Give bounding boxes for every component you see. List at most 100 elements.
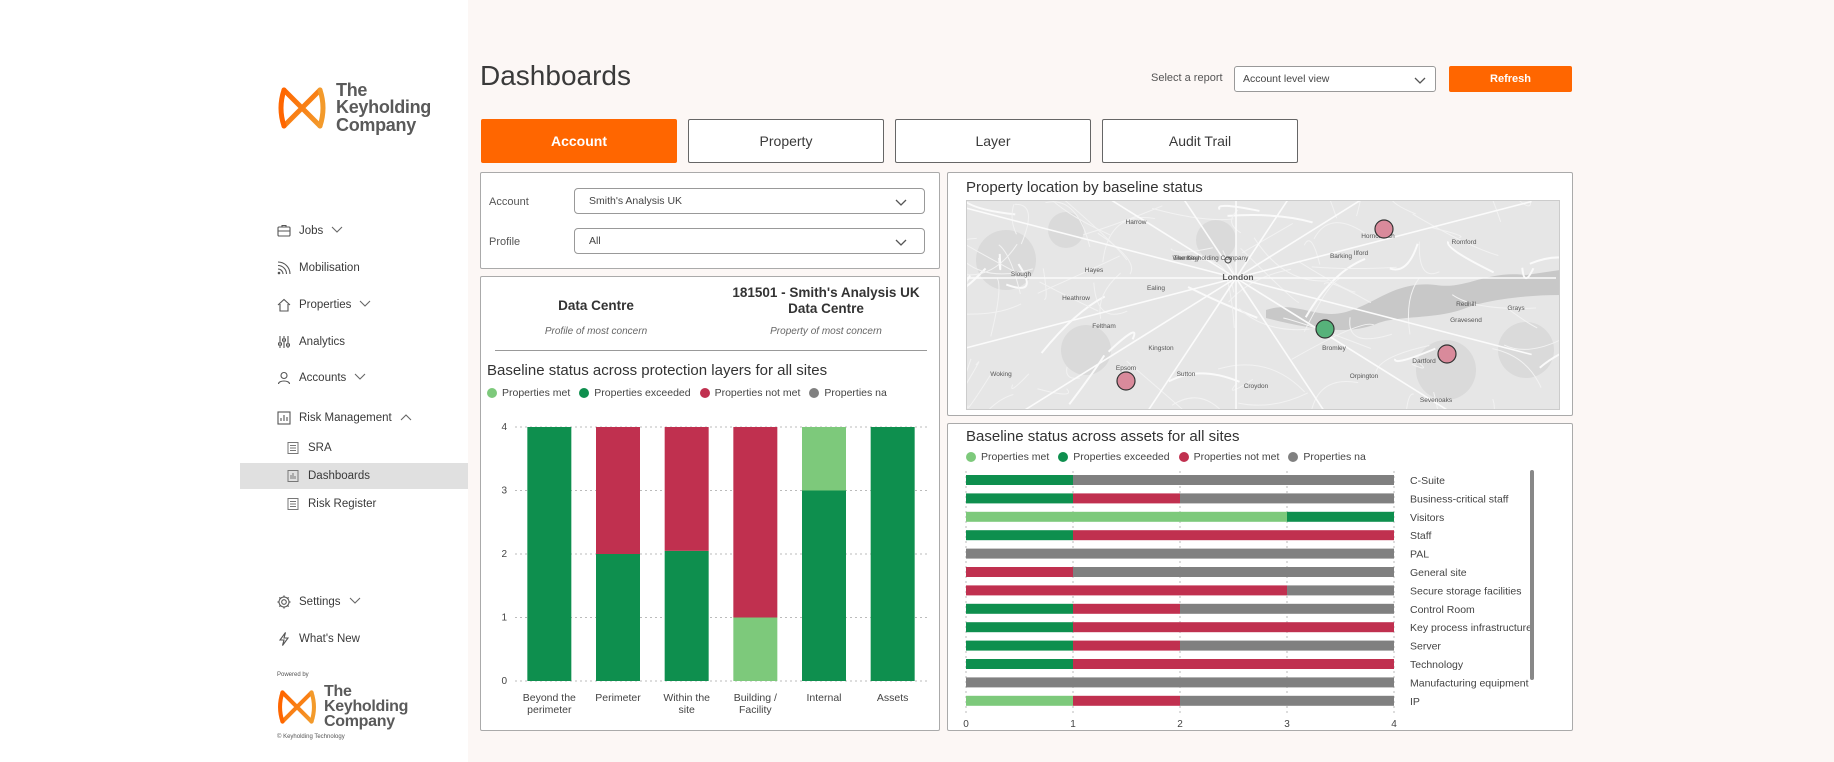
- map-marker[interactable]: [1116, 371, 1136, 391]
- logo-mark-icon: [278, 87, 326, 129]
- road-line: [1066, 367, 1081, 379]
- bar-segment: [802, 427, 846, 491]
- chevron-down-icon: [349, 597, 361, 608]
- bar-segment: [966, 548, 1394, 559]
- park-shape: [1196, 220, 1236, 260]
- profile-select[interactable]: All: [574, 228, 925, 254]
- assets-chart-legend: Properties met Properties exceeded Propert…: [966, 451, 1375, 463]
- powered-by-label: Powered by: [277, 672, 309, 678]
- y-tick-label: Business-critical staff: [1410, 493, 1509, 505]
- x-tick-label: 3: [1284, 719, 1290, 730]
- map-marker[interactable]: [1437, 344, 1457, 364]
- sidebar-item-settings[interactable]: Settings: [276, 590, 361, 614]
- sidebar-item-what-s-new[interactable]: What's New: [276, 627, 360, 651]
- bar-segment: [1073, 567, 1394, 577]
- sidebar-item-accounts[interactable]: Accounts: [276, 366, 366, 390]
- main-content: Dashboards Select a report Account level…: [468, 0, 1834, 762]
- road-line: [1407, 277, 1421, 335]
- sidebar-subitem-label: SRA: [308, 442, 332, 454]
- legend-label: Properties exceeded: [1073, 451, 1170, 463]
- refresh-button[interactable]: Refresh: [1449, 66, 1572, 92]
- tab-account[interactable]: Account: [481, 119, 677, 163]
- road-line: [1238, 308, 1310, 331]
- road-line: [1228, 268, 1292, 303]
- scrollbar-thumb[interactable]: [1530, 470, 1534, 680]
- y-tick-label: Staff: [1410, 530, 1431, 542]
- park-shape: [1498, 322, 1554, 378]
- road-line: [1218, 204, 1260, 212]
- road-line: [1430, 227, 1462, 238]
- account-select[interactable]: Smith's Analysis UK: [574, 188, 925, 214]
- road-line: [1418, 241, 1440, 275]
- filter-panel: Account Smith's Analysis UK Profile All: [480, 172, 940, 269]
- legend-item: Properties not met: [699, 387, 800, 399]
- sidebar-subitem-risk-register[interactable]: Risk Register: [240, 491, 468, 517]
- profile-label: Profile: [489, 236, 521, 248]
- map-place-label: Grays: [1507, 305, 1525, 312]
- map-place-label: Barking: [1330, 253, 1352, 260]
- legend-swatch: [699, 388, 710, 398]
- bar-segment: [966, 567, 1073, 577]
- x-tick-label: Beyond the perimeter: [523, 692, 576, 716]
- logo-mark-icon: [278, 690, 316, 724]
- bar-segment: [596, 554, 640, 681]
- bar-segment: [1073, 622, 1394, 633]
- map-place-label: Slough: [1011, 271, 1032, 278]
- road-line: [1291, 323, 1375, 360]
- sliders-icon: [276, 334, 292, 350]
- tab-layer[interactable]: Layer: [895, 119, 1091, 163]
- road-line: [990, 277, 1000, 337]
- assets-chart: 0 1 2 3 4 C-Suite Business-critical staff Visit…: [963, 470, 1534, 730]
- bar-segment: [1073, 659, 1394, 669]
- report-select[interactable]: Account level view: [1234, 66, 1436, 92]
- road-line: [1151, 207, 1234, 221]
- road-line: [1405, 393, 1414, 410]
- y-tick-label: IP: [1410, 696, 1420, 708]
- legend-label: Properties met: [981, 451, 1050, 463]
- sidebar-item-label: Analytics: [299, 336, 346, 348]
- sidebar-item-jobs[interactable]: Jobs: [276, 219, 343, 243]
- bolt-icon: [276, 631, 292, 647]
- road-line: [1391, 200, 1416, 215]
- sidebar-item-mobilisation[interactable]: Mobilisation: [276, 256, 360, 280]
- sidebar-item-analytics[interactable]: Analytics: [276, 330, 345, 354]
- bar-segment: [1073, 530, 1394, 541]
- bar-segment: [1180, 695, 1394, 706]
- bar-segment: [1073, 475, 1394, 485]
- map-marker[interactable]: [1315, 319, 1335, 339]
- chevron-down-icon: [354, 373, 366, 384]
- y-tick-label: Key process infrastructure: [1410, 622, 1532, 634]
- road-line: [1323, 282, 1372, 304]
- chevron-down-icon: [1414, 77, 1426, 84]
- sidebar-item-label: Jobs: [299, 225, 324, 237]
- y-tick-label: Visitors: [1410, 512, 1444, 524]
- sidebar-item-label: Accounts: [299, 372, 347, 384]
- legend-label: Properties na: [824, 387, 887, 399]
- map-marker[interactable]: [1374, 219, 1394, 239]
- road-line: [966, 303, 1022, 315]
- bar-segment: [1073, 493, 1180, 504]
- road-line: [1011, 373, 1030, 389]
- legend-label: Properties not met: [1193, 451, 1280, 463]
- chevron-down-icon: [359, 300, 371, 311]
- sidebar-subitem-sra[interactable]: SRA: [240, 435, 468, 461]
- user-icon: [276, 370, 292, 386]
- legend-swatch: [966, 452, 976, 462]
- road-line: [1102, 217, 1156, 263]
- tab-audit-trail[interactable]: Audit Trail: [1102, 119, 1298, 163]
- road-line: [1349, 317, 1393, 340]
- property-map[interactable]: Harrow Wembley Slough London Hayes Feltham Kin…: [966, 200, 1560, 410]
- report-select-value: Account level view: [1243, 73, 1330, 85]
- road-line: [1539, 352, 1560, 369]
- road-line: [1235, 200, 1532, 279]
- sidebar-subitem-dashboards[interactable]: Dashboards: [240, 463, 468, 489]
- sidebar-item-properties[interactable]: Properties: [276, 293, 371, 317]
- bar-segment: [802, 490, 846, 681]
- map-place-label: Epsom: [1116, 365, 1136, 372]
- x-tick-label: Perimeter: [595, 692, 641, 704]
- road-line: [1235, 277, 1325, 410]
- sidebar-item-risk-management[interactable]: Risk Management: [276, 406, 412, 430]
- tab-property[interactable]: Property: [688, 119, 884, 163]
- company-logo[interactable]: The Keyholding Company: [276, 81, 431, 134]
- bar-segment: [1180, 603, 1394, 614]
